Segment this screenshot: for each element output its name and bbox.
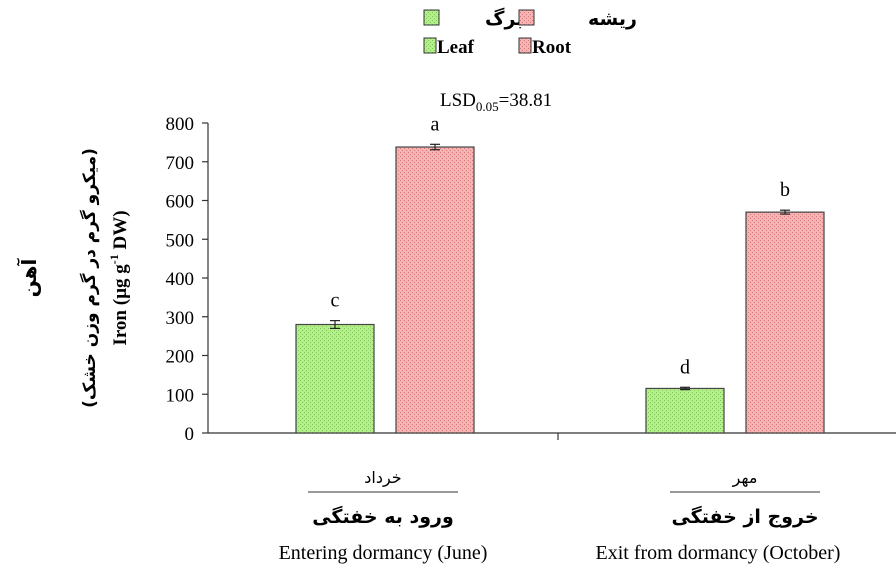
significance-letter: a: [431, 113, 440, 135]
y-axis-label-fa-unit: (میکرو گرم در گرم وزن خشک): [79, 148, 100, 408]
lsd-main: LSD: [440, 90, 476, 111]
y-axis-label-en: Iron (µg g-1 DW): [107, 210, 131, 345]
category-2-label-fa: مهر: [732, 468, 758, 488]
bars: c a d b: [295, 113, 825, 434]
y-tick-label: 800: [166, 114, 195, 135]
bar-root-2: [745, 211, 825, 434]
legend-label-leaf: Leaf: [437, 37, 475, 58]
significance-letter: d: [680, 356, 690, 378]
y-ticks: 0 100 200 300 400 500 600 700 800: [166, 114, 208, 445]
lsd-rest: =38.81: [499, 90, 552, 111]
y-axis-label-fa: آهن: [16, 258, 41, 298]
legend-label-root: Root: [532, 37, 572, 58]
legend: برگ ریشه Leaf Root: [423, 7, 637, 58]
category-1-label-fa-bold: ورود به خفتگی: [312, 505, 454, 528]
y-tick-label: 0: [185, 424, 195, 445]
category-labels: خرداد ورود به خفتگی Entering dormancy (J…: [279, 468, 841, 564]
category-1-label-en: Entering dormancy (June): [279, 542, 488, 564]
legend-label-root-fa: ریشه: [588, 8, 637, 30]
y-axis-label: آهن (میکرو گرم در گرم وزن خشک) Iron (µg …: [16, 148, 131, 408]
legend-swatch-root: [518, 37, 532, 54]
y-axis-label-en-sup: -1: [107, 254, 121, 264]
y-axis-label-en-pre: Iron (µg g: [110, 264, 131, 346]
significance-letter: b: [780, 179, 790, 201]
y-tick-label: 400: [166, 269, 195, 290]
lsd-sub: 0.05: [476, 99, 499, 114]
y-tick-label: 500: [166, 230, 195, 251]
legend-label-leaf-fa: برگ: [485, 7, 523, 30]
significance-letter: c: [331, 290, 340, 312]
legend-swatch-leaf-fa: [423, 9, 440, 26]
bar-leaf-2: [645, 387, 725, 434]
bar-root-1: [395, 146, 475, 434]
y-tick-label: 300: [166, 308, 195, 329]
legend-swatch-leaf: [423, 37, 437, 54]
bar-leaf-1: [295, 323, 375, 434]
category-2-label-fa-bold: خروج از خفتگی: [671, 505, 818, 528]
y-tick-label: 700: [166, 153, 195, 174]
y-tick-label: 100: [166, 385, 195, 406]
legend-swatch-root-fa: [518, 9, 535, 26]
y-tick-label: 600: [166, 192, 195, 213]
category-2-label-en: Exit from dormancy (October): [596, 542, 841, 564]
y-axis-label-en-post: DW): [110, 210, 131, 254]
category-1-label-fa: خرداد: [364, 468, 401, 488]
lsd-annotation: LSD0.05=38.81: [440, 90, 552, 114]
y-tick-label: 200: [166, 347, 195, 368]
